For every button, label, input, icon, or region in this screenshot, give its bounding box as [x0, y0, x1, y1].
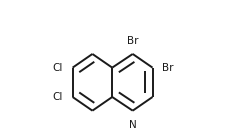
Text: Br: Br: [162, 63, 174, 73]
Text: Br: Br: [127, 36, 139, 46]
Text: Cl: Cl: [53, 92, 63, 102]
Text: N: N: [129, 120, 137, 130]
Text: Cl: Cl: [53, 63, 63, 73]
